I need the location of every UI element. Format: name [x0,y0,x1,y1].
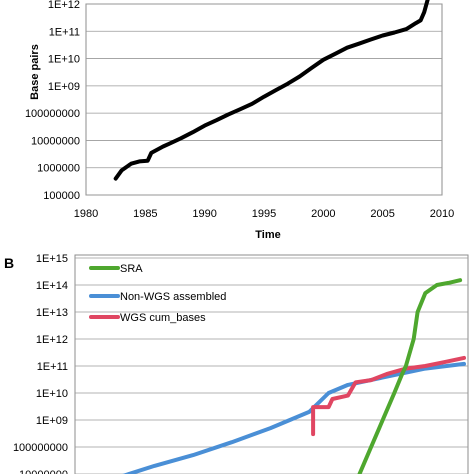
legend-label: WGS cum_bases [120,312,206,324]
x-tick-label: 1995 [252,208,276,220]
x-tick-label: 1990 [192,208,216,220]
legend-label: Non-WGS assembled [120,291,226,303]
y-tick-label: 1E+11 [37,361,68,373]
legend-label: SRA [120,263,143,275]
y-tick-label: 100000 [43,190,80,202]
chart-panel-a: 100000 1000000 10000000 100000000 1E+09 1E+10… [25,0,454,241]
panel-label-b: B [4,255,14,271]
y-tick-label: 1E+10 [36,388,68,400]
legend-b: SRA Non-WGS assembled WGS cum_bases [89,263,226,324]
y-tick-label: 1E+12 [36,334,68,346]
series-lines-a [113,0,430,181]
y-tick-label: 1E+15 [36,253,68,265]
y-tick-label: 10000000 [19,469,68,474]
y-tick-label: 1E+10 [48,54,80,66]
y-tick-label: 1E+09 [36,415,68,427]
series-line-wgs-cum-bases [311,355,466,437]
y-tick-labels-a: 100000 1000000 10000000 100000000 1E+09 1E+10… [25,0,80,202]
grid-b [75,257,468,474]
y-tick-label: 10000000 [31,135,80,147]
plot-area-b [74,254,469,474]
y-tick-label: 1000000 [37,163,80,175]
y-tick-label: 1E+14 [36,280,68,292]
y-tick-label: 1E+12 [48,0,80,11]
y-tick-labels-b: 10000000 100000000 1E+09 1E+10 1E+11 1E+12 1E+… [13,253,68,474]
series-line [113,0,430,181]
x-tick-label: 2010 [430,208,454,220]
x-tick-label: 1980 [74,208,98,220]
y-tick-label: 100000000 [25,108,80,120]
x-tick-labels-a: 1980 1985 1990 1995 2000 2005 2010 [74,208,454,220]
series-line-non-wgs-assembled [122,361,466,474]
x-tick-label: 2000 [311,208,335,220]
x-tick-label: 1985 [133,208,157,220]
y-tick-label: 1E+11 [49,26,80,38]
x-tick-label: 2005 [370,208,394,220]
y-tick-label: 1E+09 [48,81,80,93]
x-axis-label-a: Time [255,229,280,241]
y-tick-label: 100000000 [13,442,68,454]
grid-a [86,3,442,196]
series-lines-b [122,278,466,474]
series-line-sra [357,278,463,474]
chart-panel-b: B 100000001000000001E+091E+101E+111E+121… [4,253,469,474]
y-axis-label-a: Base pairs [29,44,41,100]
y-tick-label: 1E+13 [36,307,68,319]
